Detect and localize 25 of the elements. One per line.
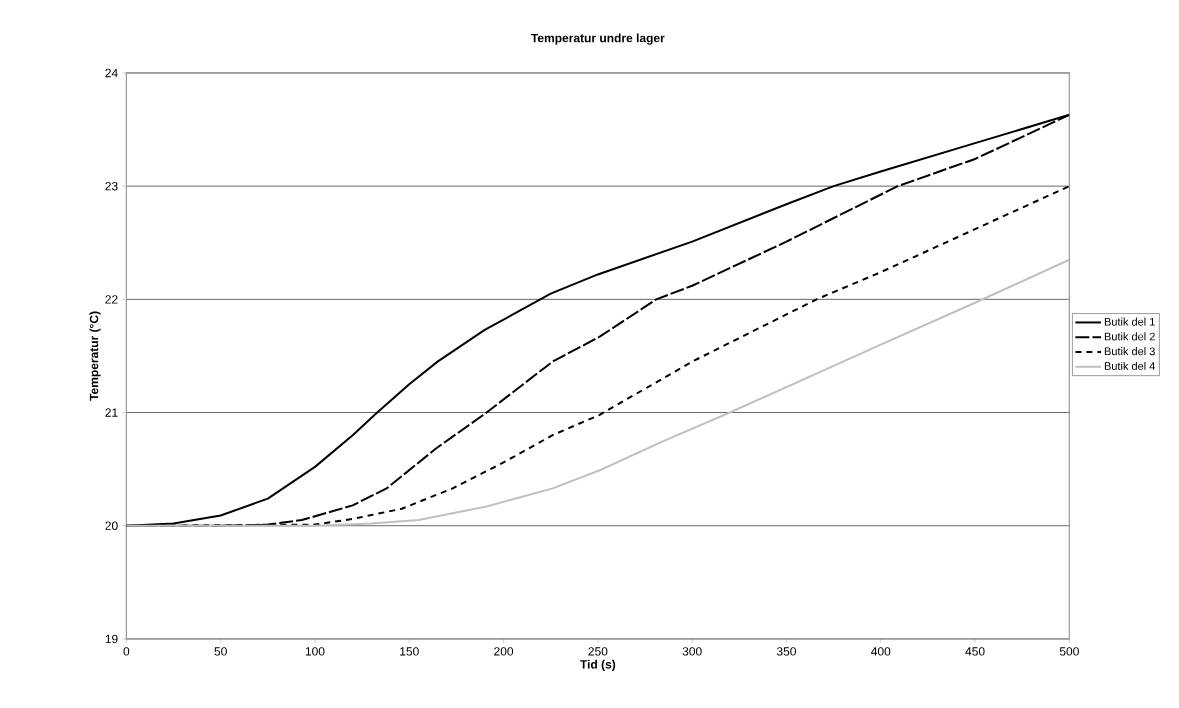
legend-label: Butik del 4 <box>1104 361 1156 370</box>
x-tick-label: 50 <box>214 647 227 656</box>
x-tick-label: 100 <box>305 647 325 656</box>
x-tick-label: 350 <box>776 647 797 656</box>
x-tick-label: 250 <box>588 647 608 656</box>
y-tick-label: 23 <box>105 181 118 191</box>
chart-title: Temperatur undre lager <box>531 33 665 45</box>
x-tick-label: 450 <box>965 647 985 656</box>
y-tick-label: 21 <box>105 408 118 417</box>
y-tick-label: 20 <box>105 521 118 530</box>
y-tick-label: 24 <box>105 68 118 78</box>
legend-label: Butik del 2 <box>1104 332 1155 341</box>
legend-label: Butik del 1 <box>1104 317 1155 326</box>
y-tick-label: 19 <box>105 634 118 644</box>
x-tick-label: 400 <box>871 647 891 656</box>
x-tick-label: 500 <box>1059 647 1079 656</box>
y-axis-title: Temperatur (°C) <box>89 311 101 401</box>
y-tick-label: 22 <box>105 295 118 304</box>
line-series <box>126 258 1070 527</box>
x-tick-label: 150 <box>400 647 419 656</box>
legend-label: Butik del 3 <box>1104 347 1155 356</box>
x-tick-label: 200 <box>494 647 514 656</box>
x-tick-label: 0 <box>123 647 130 656</box>
x-axis-title: Tid (s) <box>580 659 616 672</box>
x-tick-label: 300 <box>682 647 702 656</box>
